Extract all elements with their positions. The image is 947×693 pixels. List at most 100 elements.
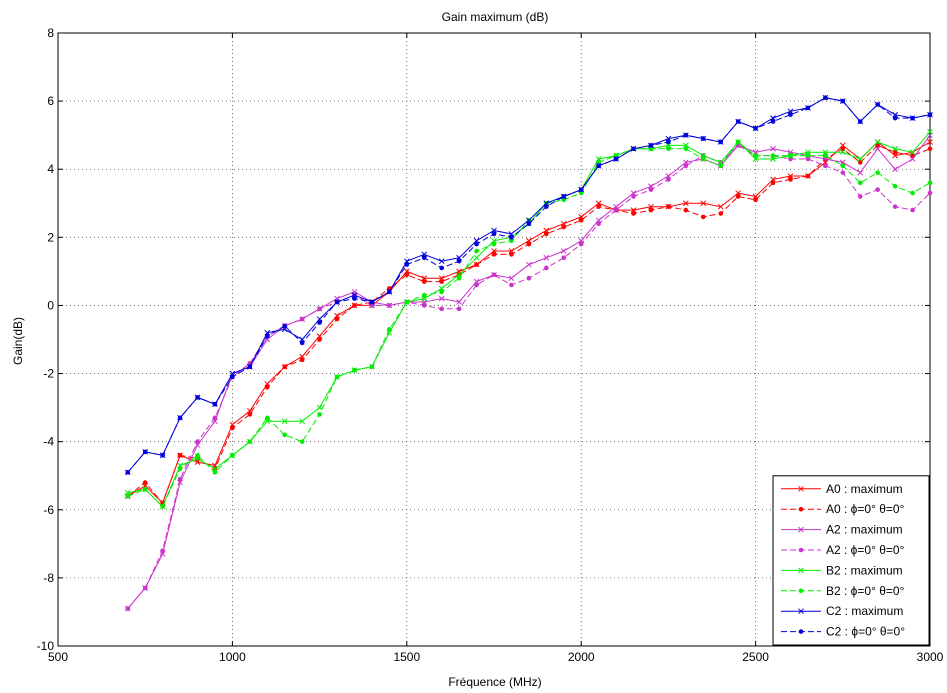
data-point xyxy=(421,255,427,261)
data-point xyxy=(160,452,165,458)
data-point xyxy=(613,203,619,210)
data-point xyxy=(212,470,218,475)
data-point xyxy=(316,404,323,411)
data-point xyxy=(282,323,288,329)
data-point xyxy=(560,248,567,254)
legend-label: A2 : ϕ=0° θ=0° xyxy=(826,543,905,557)
data-point xyxy=(544,204,549,209)
data-point xyxy=(857,119,863,124)
data-point xyxy=(247,439,253,444)
data-point xyxy=(682,142,689,149)
data-point xyxy=(910,190,915,196)
data-point xyxy=(142,449,148,455)
data-point xyxy=(317,306,322,312)
data-point xyxy=(352,296,357,301)
data-point xyxy=(474,248,479,254)
data-point xyxy=(177,476,183,482)
data-point xyxy=(770,156,776,162)
data-point xyxy=(246,408,253,414)
data-point xyxy=(526,261,532,268)
data-point xyxy=(317,320,322,325)
legend-label: C2 : ϕ=0° θ=0° xyxy=(826,625,905,639)
data-point xyxy=(352,367,357,373)
data-point xyxy=(909,156,916,162)
data-point xyxy=(544,265,549,271)
data-point xyxy=(735,194,741,199)
data-point xyxy=(735,139,741,145)
data-point xyxy=(491,237,497,244)
data-point xyxy=(456,258,462,264)
data-point xyxy=(648,183,654,190)
data-point xyxy=(421,251,428,258)
data-point xyxy=(229,370,236,377)
data-point xyxy=(857,160,863,165)
data-point xyxy=(212,415,218,421)
data-point xyxy=(421,292,427,298)
data-point xyxy=(474,282,479,288)
data-point xyxy=(421,295,428,302)
legend-item: A2 : maximum xyxy=(781,523,903,537)
data-point xyxy=(875,187,880,192)
data-point xyxy=(927,180,933,186)
y-tick-label: 8 xyxy=(47,26,54,40)
data-point xyxy=(456,271,462,278)
legend-marker xyxy=(798,629,804,634)
data-point xyxy=(404,299,410,305)
data-point xyxy=(666,146,671,152)
data-point xyxy=(648,143,654,148)
data-point xyxy=(788,177,793,182)
data-point xyxy=(874,145,881,152)
data-point xyxy=(700,156,706,162)
data-point xyxy=(543,200,550,207)
data-point xyxy=(613,207,619,213)
data-point xyxy=(509,282,514,288)
data-point xyxy=(753,126,758,131)
data-point xyxy=(526,275,532,281)
y-tick-label: -2 xyxy=(43,367,54,381)
chart-title: Gain maximum (dB) xyxy=(442,10,549,24)
data-point xyxy=(369,299,375,305)
data-point xyxy=(491,241,497,247)
data-point xyxy=(456,254,462,261)
data-point xyxy=(142,487,148,492)
data-point xyxy=(648,207,654,213)
legend-marker xyxy=(798,608,804,615)
data-point xyxy=(473,278,480,285)
data-point xyxy=(404,262,410,267)
data-point xyxy=(369,364,375,370)
data-point xyxy=(840,163,846,169)
data-point xyxy=(857,169,864,176)
data-point xyxy=(927,112,933,118)
data-point xyxy=(631,146,636,152)
data-point xyxy=(788,153,793,158)
data-point xyxy=(508,231,515,237)
x-tick-label: 3000 xyxy=(917,650,944,664)
data-point xyxy=(160,548,165,553)
data-point xyxy=(892,204,898,209)
data-point xyxy=(927,190,933,196)
data-point xyxy=(195,452,200,458)
y-tick-label: -6 xyxy=(43,503,54,517)
legend-marker xyxy=(798,547,804,553)
data-point xyxy=(805,149,811,156)
x-tick-label: 500 xyxy=(48,650,68,664)
data-point xyxy=(403,268,410,275)
data-point xyxy=(578,241,584,247)
data-point xyxy=(770,115,776,121)
data-point xyxy=(421,279,427,284)
data-point xyxy=(387,303,392,308)
data-point xyxy=(596,221,601,227)
data-point xyxy=(177,415,183,421)
legend-item: A0 : maximum xyxy=(781,482,903,496)
data-point xyxy=(840,170,846,175)
data-point xyxy=(665,173,672,179)
legend-marker xyxy=(798,567,804,574)
y-axis-title: Gain(dB) xyxy=(11,317,25,365)
data-point xyxy=(247,412,253,417)
data-point xyxy=(334,299,340,305)
x-tick-label: 1500 xyxy=(393,650,420,664)
data-point xyxy=(230,452,235,458)
legend-label: A2 : maximum xyxy=(826,523,903,537)
data-point xyxy=(281,326,288,333)
x-tick-label: 2500 xyxy=(742,650,769,664)
